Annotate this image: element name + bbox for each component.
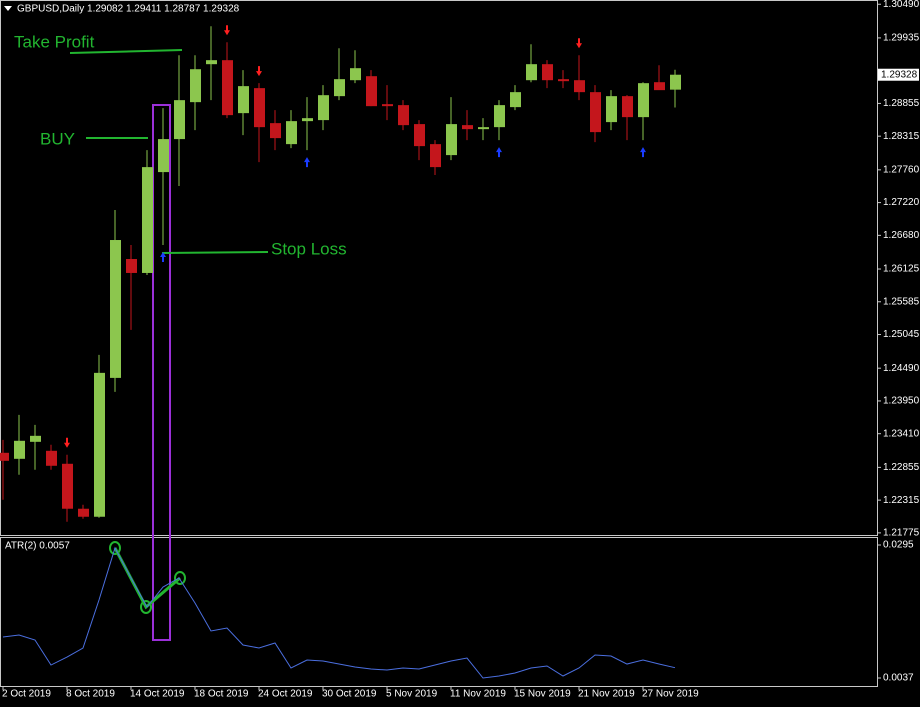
candle-body [302,118,313,122]
x-tick-label: 27 Nov 2019 [642,689,699,700]
candle-body [510,92,521,108]
buy-label: BUY [40,129,75,148]
candle-body [46,450,57,466]
y-tick-label: 1.28315 [883,131,920,142]
x-tick-label: 2 Oct 2019 [2,689,51,700]
y-tick-label: 1.25585 [883,296,920,307]
candle-body [542,64,553,81]
up-fractal [640,147,646,158]
candle-body [126,259,137,273]
up-fractal [304,157,310,168]
atr-circle [140,600,152,614]
down-fractal [64,437,70,448]
candle-body [638,83,649,118]
candle-body [190,69,201,103]
y-tick-label: 1.29935 [883,33,920,44]
y-tick-label: 1.23410 [883,428,920,439]
candle-body [238,86,249,114]
candle-body [270,123,281,139]
stop-loss-label: Stop Loss [271,239,347,258]
candle-body [14,440,25,459]
candle-body [670,74,681,90]
candle-body [110,240,121,378]
price-panel-frame [0,0,878,536]
candle-body [350,68,361,81]
x-tick-label: 24 Oct 2019 [258,689,313,700]
candle-body [334,79,345,97]
take-profit-label: Take Profit [14,32,95,51]
last-price-box [878,68,919,81]
candle-body [574,80,585,93]
y-tick-label: 1.30490 [883,0,920,10]
candle-body [590,92,601,133]
candle-body [78,508,89,517]
candle-body [430,144,441,168]
x-tick-label: 11 Nov 2019 [450,689,506,700]
down-fractal [224,25,230,36]
y-tick-label: 0.0037 [883,673,914,684]
candle-body [446,124,457,156]
candle-body [206,60,217,65]
atr-circle [109,541,121,555]
x-tick-label: 21 Nov 2019 [578,689,635,700]
chart-title: GBPUSD,Daily 1.29082 1.29411 1.28787 1.2… [17,4,240,15]
candle-body [158,139,169,173]
y-tick-label: 1.24490 [883,363,920,374]
candle-body [654,82,665,91]
candle-body [622,96,633,118]
candle-body [222,60,233,116]
y-tick-label: 1.22315 [883,495,920,506]
y-tick-label: 1.28855 [883,98,920,109]
candle-body [414,124,425,147]
x-tick-label: 8 Oct 2019 [66,689,115,700]
y-tick-label: 1.27220 [883,197,920,208]
stop-loss-line [161,251,269,254]
up-fractal [160,251,166,262]
y-tick-label: 1.23950 [883,396,920,407]
candle-body [382,104,393,107]
atr-title: ATR(2) 0.0057 [5,541,70,552]
y-tick-label: 1.22855 [883,462,920,473]
candle-body [558,79,569,82]
menu-triangle[interactable] [4,6,12,11]
atr-line [2,546,676,679]
candle-body [398,105,409,126]
candle-body [478,127,489,130]
candle-body [526,64,537,81]
x-tick-label: 15 Nov 2019 [514,689,571,700]
candle-body [286,121,297,145]
candle-body [30,435,41,442]
y-tick-label: 1.25045 [883,329,920,340]
candle-body [462,125,473,130]
down-fractal [576,38,582,49]
y-tick-label: 1.21775 [883,528,920,539]
x-tick-label: 14 Oct 2019 [130,689,185,700]
y-tick-label: 1.27760 [883,164,920,175]
x-tick-label: 5 Nov 2019 [386,689,438,700]
x-tick-label: 18 Oct 2019 [194,689,249,700]
candle-body [366,76,377,107]
candle-body [318,95,329,121]
up-fractal [496,147,502,158]
last-price-label: 1.29328 [881,69,918,80]
atr-circle [174,571,186,585]
y-tick-label: 1.26680 [883,230,920,241]
candle-body [62,463,73,509]
candle-body [0,452,9,461]
signal-box [152,104,171,641]
candle-body [254,88,265,128]
atr-panel-frame [0,537,878,687]
x-tick-label: 30 Oct 2019 [322,689,377,700]
candle-body [174,100,185,140]
candle-body [94,372,105,517]
y-tick-label: 1.26125 [883,264,920,275]
candle-body [606,96,617,123]
down-fractal [256,66,262,77]
y-tick-label: 0.0295 [883,540,914,551]
candle-body [142,167,153,273]
take-profit-line [69,49,183,54]
candle-body [494,105,505,128]
